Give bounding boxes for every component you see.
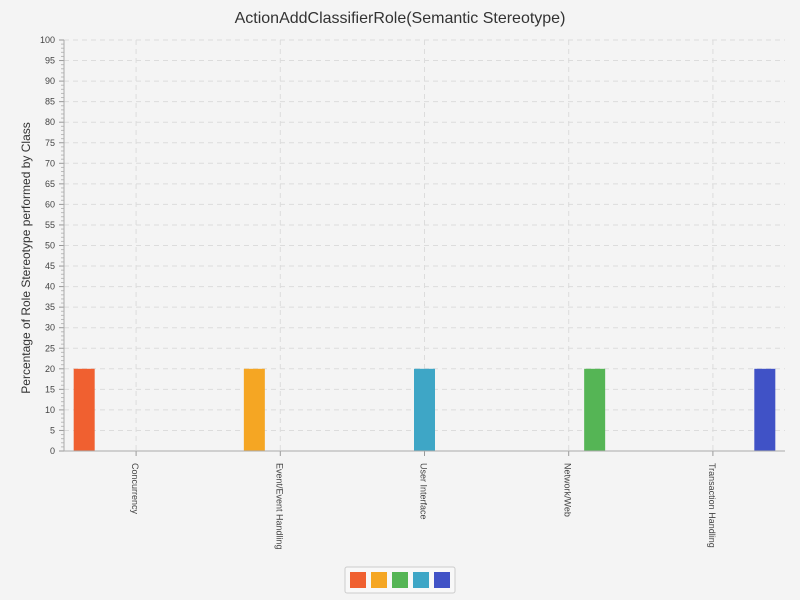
y-tick-label: 80 (45, 117, 55, 127)
legend-swatch (413, 572, 429, 588)
bar (73, 368, 95, 451)
y-tick-label: 45 (45, 261, 55, 271)
y-tick-label: 5 (50, 425, 55, 435)
y-tick-label: 100 (40, 35, 55, 45)
legend-swatch (434, 572, 450, 588)
x-tick-label: Network/Web (563, 463, 573, 517)
y-tick-label: 90 (45, 76, 55, 86)
y-tick-label: 75 (45, 138, 55, 148)
y-tick-label: 35 (45, 302, 55, 312)
bar (584, 368, 606, 451)
y-tick-label: 40 (45, 282, 55, 292)
legend (344, 566, 456, 594)
plot-area: 0 5 10 15 20 25 30 35 40 45 50 55 60 65 70 75 80 85 90 95 10… (40, 35, 785, 550)
y-tick-label: 50 (45, 241, 55, 251)
y-tick-label: 0 (50, 446, 55, 456)
legend-swatch (392, 572, 408, 588)
bar (414, 368, 435, 451)
y-tick-label: 65 (45, 179, 55, 189)
x-tick-label: Event/Event Handling (274, 463, 284, 550)
y-tick-label: 70 (45, 158, 55, 168)
y-tick-label: 55 (45, 220, 55, 230)
y-tick-label: 30 (45, 323, 55, 333)
legend-swatch (350, 572, 366, 588)
y-tick-label: 85 (45, 97, 55, 107)
legend-swatch (371, 572, 387, 588)
y-tick-label: 20 (45, 364, 55, 374)
y-tick-label: 10 (45, 405, 55, 415)
y-tick-label: 60 (45, 199, 55, 209)
bar (243, 368, 265, 451)
y-axis-label: Percentage of Role Stereotype performed … (19, 122, 33, 393)
y-tick-label: 15 (45, 384, 55, 394)
x-tick-label: Transaction Handling (707, 463, 717, 548)
x-tick-label: Concurrency (130, 463, 140, 515)
x-tick-label: User Interface (419, 463, 429, 520)
y-tick-label: 95 (45, 56, 55, 66)
chart-title: ActionAddClassifierRole(Semantic Stereot… (235, 10, 566, 27)
y-tick-label: 25 (45, 343, 55, 353)
bar (754, 368, 776, 451)
